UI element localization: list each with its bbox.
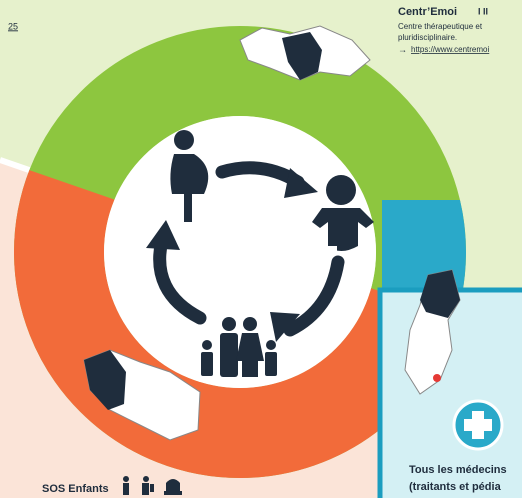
map-top-highlight <box>282 32 322 80</box>
ring-orange <box>14 160 382 478</box>
centre-title: Centr’Emoi <box>398 6 457 18</box>
doctors-line: (traitants et pédia <box>409 481 502 493</box>
icon-baby <box>312 175 374 252</box>
map-left-highlight <box>84 350 126 410</box>
arrow-heads <box>146 168 318 342</box>
icon-pregnant <box>170 130 209 222</box>
sos-icons <box>123 476 182 495</box>
map-right-highlight <box>420 270 460 318</box>
centre-levels: I II <box>478 6 488 16</box>
ring-cyan <box>382 200 466 478</box>
icon-cross-sign <box>464 411 492 439</box>
page-ref[interactable]: 25 <box>8 21 18 31</box>
centre-line: Centre thérapeutique et <box>398 22 483 31</box>
link-arrow: → <box>398 44 407 54</box>
doctors-line: Tous les médecins <box>409 464 507 476</box>
centre-link[interactable]: https://www.centremoi <box>411 45 489 54</box>
centre-line: pluridisciplinaire. <box>398 33 457 42</box>
sos-title: SOS Enfants <box>42 483 109 495</box>
icon-family <box>201 317 277 377</box>
map-pin <box>433 374 441 382</box>
